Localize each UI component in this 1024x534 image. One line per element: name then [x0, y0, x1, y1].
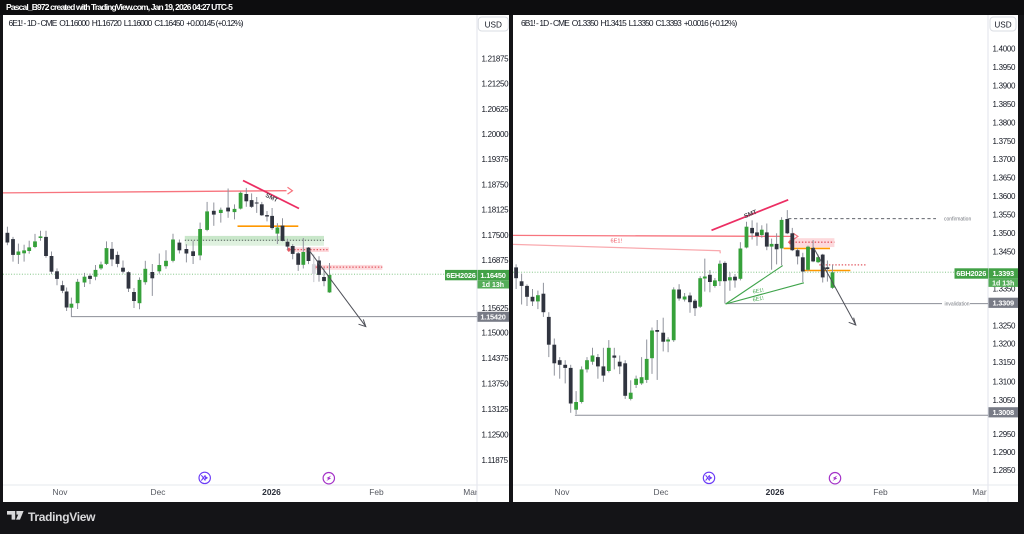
svg-text:1.3550: 1.3550 — [993, 211, 1017, 220]
svg-text:1.15420: 1.15420 — [480, 313, 505, 322]
svg-text:2026: 2026 — [766, 487, 785, 497]
svg-text:1.3800: 1.3800 — [993, 118, 1017, 127]
svg-text:1.3900: 1.3900 — [993, 81, 1017, 90]
svg-text:1.15000: 1.15000 — [482, 329, 510, 338]
svg-text:1.2950: 1.2950 — [993, 430, 1017, 439]
svg-text:1.3008: 1.3008 — [992, 408, 1013, 417]
svg-text:USD: USD — [994, 20, 1011, 29]
svg-text:6BH2026: 6BH2026 — [956, 269, 986, 278]
svg-text:2026: 2026 — [262, 487, 281, 497]
svg-text:1.3350: 1.3350 — [993, 284, 1017, 293]
svg-text:1.3050: 1.3050 — [993, 396, 1017, 405]
svg-text:1.21250: 1.21250 — [482, 80, 510, 89]
svg-text:1.3600: 1.3600 — [993, 192, 1017, 201]
svg-text:1.3750: 1.3750 — [993, 137, 1017, 146]
svg-text:6E1!: 6E1! — [611, 238, 623, 244]
svg-text:1d 13h: 1d 13h — [482, 282, 504, 289]
svg-text:Nov: Nov — [555, 487, 571, 497]
svg-text:1.2850: 1.2850 — [993, 466, 1017, 475]
svg-text:USD: USD — [485, 20, 502, 29]
svg-text:Nov: Nov — [53, 487, 69, 497]
svg-text:Mar: Mar — [463, 487, 478, 497]
svg-text:1.3200: 1.3200 — [993, 340, 1017, 349]
svg-text:1.13750: 1.13750 — [482, 380, 510, 389]
svg-text:1.20625: 1.20625 — [482, 105, 510, 114]
svg-text:1.21875: 1.21875 — [482, 54, 510, 63]
svg-text:Dec: Dec — [151, 487, 166, 497]
svg-text:Feb: Feb — [873, 487, 888, 497]
svg-text:1.19375: 1.19375 — [482, 155, 510, 164]
svg-text:1.3393: 1.3393 — [992, 269, 1013, 278]
svg-text:1.20000: 1.20000 — [482, 130, 510, 139]
svg-text:1.14375: 1.14375 — [482, 354, 510, 363]
svg-text:1.4000: 1.4000 — [993, 45, 1017, 54]
svg-text:1.2900: 1.2900 — [993, 448, 1017, 457]
svg-text:1d 13h: 1d 13h — [992, 280, 1014, 287]
svg-text:SMT: SMT — [743, 209, 758, 220]
svg-text:1.3850: 1.3850 — [993, 100, 1017, 109]
svg-text:1.12500: 1.12500 — [482, 430, 510, 439]
svg-text:1.16875: 1.16875 — [482, 256, 510, 265]
svg-text:1.11875: 1.11875 — [482, 456, 509, 465]
svg-text:1.13125: 1.13125 — [482, 405, 510, 414]
svg-text:1.3500: 1.3500 — [993, 229, 1017, 238]
svg-text:Feb: Feb — [369, 487, 384, 497]
svg-text:1.3650: 1.3650 — [993, 174, 1017, 183]
svg-text:1.18750: 1.18750 — [482, 180, 510, 189]
svg-text:1.3700: 1.3700 — [993, 155, 1017, 164]
svg-text:Mar: Mar — [972, 487, 987, 497]
svg-text:1.15625: 1.15625 — [482, 304, 510, 313]
svg-text:invalidation: invalidation — [945, 302, 970, 308]
svg-text:1.3950: 1.3950 — [993, 63, 1017, 72]
svg-text:1.17500: 1.17500 — [482, 231, 510, 240]
svg-text:1.3100: 1.3100 — [993, 378, 1017, 387]
svg-text:1.3450: 1.3450 — [993, 248, 1017, 257]
svg-text:1.3150: 1.3150 — [993, 358, 1017, 367]
svg-text:confirmation: confirmation — [944, 217, 971, 223]
svg-text:1.3309: 1.3309 — [992, 299, 1013, 308]
svg-text:1.3250: 1.3250 — [993, 321, 1017, 330]
svg-text:1.16450: 1.16450 — [480, 271, 505, 280]
svg-text:1.18125: 1.18125 — [482, 206, 510, 215]
svg-text:6E1!: 6E1! — [752, 296, 764, 304]
svg-text:Dec: Dec — [654, 487, 669, 497]
svg-text:6E1!: 6E1! — [752, 288, 764, 296]
svg-text:6EH2026: 6EH2026 — [446, 271, 476, 280]
